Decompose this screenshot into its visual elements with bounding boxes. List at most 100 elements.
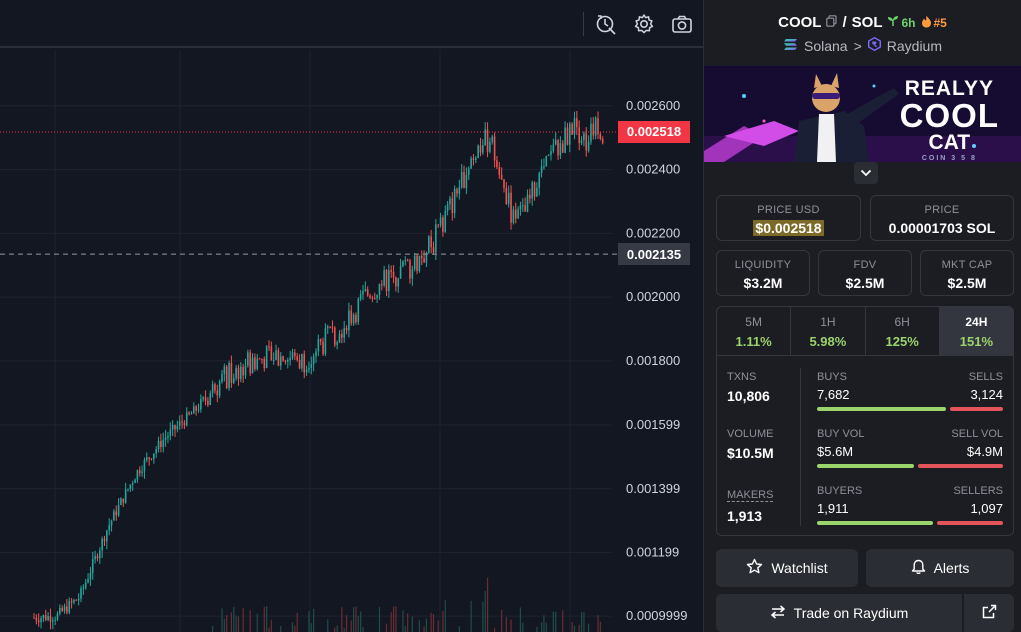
tab-24h-change: 151% [959, 334, 993, 349]
candle-body [538, 173, 541, 188]
crosshair-price-label: 0.002135 [618, 243, 690, 266]
candle-body [319, 339, 322, 342]
candle-body [73, 599, 75, 603]
candle-body [254, 357, 256, 369]
price-axis: 0.002600 0.002400 0.002200 0.002000 0.001800… [626, 98, 687, 623]
buyers-sellers-bar [817, 521, 1003, 525]
liquidity-box: LIQUIDITY $3.2M [716, 250, 810, 296]
tab-6h[interactable]: 6H 125% [866, 307, 940, 355]
watchlist-button[interactable]: Watchlist [716, 549, 858, 587]
candle-body [425, 252, 428, 263]
chart-pane[interactable]: 0.002600 0.002400 0.002200 0.002000 0.001800… [0, 0, 703, 632]
volume-bar [562, 610, 564, 632]
y-tick-label: 0.001800 [626, 353, 680, 368]
candle-body [486, 129, 489, 152]
candle-body [315, 351, 317, 357]
candle-body [547, 154, 550, 156]
volume-bar [482, 601, 484, 632]
candle-body [435, 224, 437, 253]
candle-body [258, 358, 261, 360]
alerts-button[interactable]: Alerts [866, 549, 1014, 587]
candle-body [211, 384, 214, 394]
tab-24h[interactable]: 24H 151% [939, 307, 1013, 355]
candle-body [117, 504, 120, 516]
candle-body [129, 484, 132, 489]
candle-body [345, 327, 348, 331]
candle-body [42, 615, 45, 619]
volume-bar [249, 610, 251, 632]
candle-body [413, 255, 416, 270]
candle-body [221, 373, 223, 382]
buy-vol-label: BUY VOL [817, 428, 865, 440]
replay-icon[interactable] [594, 12, 618, 36]
candle-body [430, 236, 432, 248]
volume-bar [411, 616, 413, 632]
candle-body [437, 224, 439, 226]
copy-icon[interactable] [826, 14, 838, 31]
cool-cat-illustration [704, 66, 1021, 162]
alerts-label: Alerts [933, 560, 970, 576]
volume-bar [212, 625, 214, 632]
candle-body [406, 259, 409, 261]
candle-body [453, 188, 456, 214]
candle-body [298, 359, 301, 369]
candle-body [475, 158, 477, 161]
candle-body [164, 437, 167, 440]
candle-body [157, 440, 160, 450]
candle-body [127, 488, 129, 490]
candle-body [411, 269, 414, 279]
volume-bar [430, 612, 432, 632]
volume-bar [392, 606, 395, 632]
volume-bar [336, 625, 338, 632]
price-chart[interactable]: 0.002600 0.002400 0.002200 0.002000 0.001800… [0, 50, 703, 632]
candle-body [378, 284, 381, 296]
volume-bar [571, 621, 573, 632]
makers-label[interactable]: MAKERS [727, 489, 774, 502]
candle-body [301, 354, 303, 369]
candle-body [134, 479, 136, 484]
gear-icon[interactable] [632, 12, 656, 36]
quote-token-symbol: SOL [851, 14, 883, 31]
candle-body [580, 140, 583, 143]
candle-body [329, 326, 331, 328]
candle-body [47, 615, 49, 620]
candle-body [195, 406, 197, 411]
volume-bar [458, 626, 460, 632]
volume-bar [310, 622, 312, 632]
candle-body [517, 209, 519, 219]
dex-link[interactable]: Raydium [886, 37, 943, 54]
volume-bar [442, 611, 444, 632]
candle-body [282, 356, 284, 361]
candle-body [601, 139, 604, 144]
camera-icon[interactable] [670, 12, 694, 36]
chain-link[interactable]: Solana [803, 37, 848, 54]
candle-body [334, 327, 336, 345]
trade-button[interactable]: Trade on Raydium [716, 594, 962, 632]
candle-body [49, 615, 52, 622]
mkt-cap-value: $2.5M [947, 275, 987, 291]
candle-body [503, 179, 505, 188]
txns-label: TXNS [727, 371, 757, 383]
bell-icon [911, 559, 926, 578]
candle-body [141, 471, 143, 474]
buy-vol-bar [817, 464, 914, 468]
volume-bar [494, 627, 496, 632]
banner-collapse-button[interactable] [854, 162, 878, 184]
banner-line-4: COIN 3 5 8 [921, 155, 977, 162]
candle-body [350, 310, 353, 324]
candle-body [228, 362, 230, 389]
tab-1h[interactable]: 1H 5.98% [791, 307, 866, 355]
tab-5m[interactable]: 5M 1.11% [717, 307, 792, 355]
candle-body [359, 294, 362, 299]
volume-bar [402, 610, 404, 632]
price-usd-box: PRICE USD $0.002518 [716, 195, 861, 241]
open-external-button[interactable] [964, 594, 1014, 632]
volume-bar [597, 615, 599, 632]
candle-body [249, 352, 251, 374]
candle-body [383, 270, 385, 286]
volume-bar [345, 615, 348, 632]
candle-body [569, 123, 571, 145]
flame-icon [921, 15, 932, 31]
volume-bar [444, 600, 446, 632]
candle-body [155, 449, 157, 454]
